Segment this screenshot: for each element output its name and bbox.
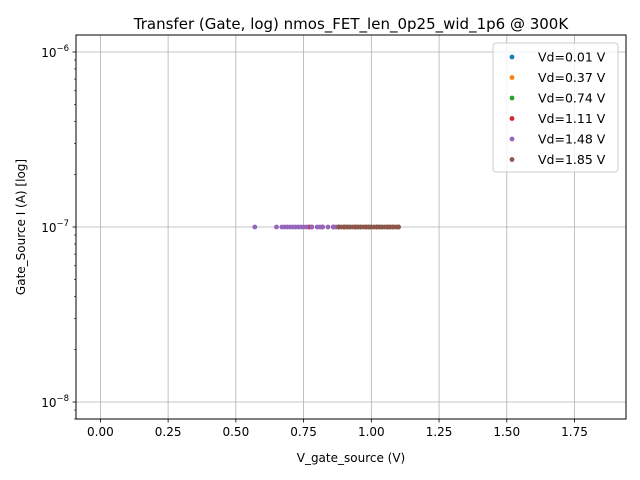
- legend-marker: [509, 157, 515, 162]
- data-point: [396, 224, 401, 230]
- legend-marker: [509, 116, 515, 121]
- data-point: [303, 224, 309, 230]
- legend-box: [492, 42, 619, 173]
- x-tick-label: 1.25: [426, 425, 453, 439]
- legend-label: Vd=1.85 V: [538, 152, 606, 167]
- legend-label: Vd=1.11 V: [538, 111, 606, 126]
- legend-label: Vd=1.48 V: [538, 132, 606, 147]
- y-axis-label: Gate_Source I (A) [log]: [14, 159, 28, 295]
- data-points: [252, 224, 401, 230]
- x-tick-label: 0.25: [155, 425, 182, 439]
- x-tick-label: 0.75: [290, 425, 317, 439]
- data-point: [325, 224, 331, 230]
- x-tick-label: 0.00: [87, 425, 114, 439]
- legend-marker: [509, 95, 515, 101]
- data-point: [309, 224, 315, 230]
- legend: Vd=0.01 V Vd=0.37 V Vd=0.74 V Vd=1.11 V Vd=1…: [492, 42, 619, 173]
- x-tick-label: 1.50: [493, 425, 520, 439]
- chart-title: Transfer (Gate, log) nmos_FET_len_0p25_w…: [133, 15, 570, 34]
- x-axis-label: V_gate_source (V): [297, 451, 406, 465]
- data-point: [252, 224, 258, 230]
- y-tick-label: 10−6: [41, 44, 69, 60]
- x-axis-ticks: 0.00 0.25 0.50 0.75 1.00 1.25 1.50 1.75: [87, 419, 588, 439]
- x-tick-label: 0.50: [222, 425, 249, 439]
- legend-label: Vd=0.37 V: [538, 70, 606, 85]
- legend-marker: [509, 75, 515, 80]
- legend-marker: [509, 54, 515, 60]
- y-tick-label: 10−8: [41, 394, 69, 410]
- legend-marker: [509, 136, 515, 142]
- data-point: [320, 224, 325, 230]
- legend-label: Vd=0.74 V: [538, 91, 606, 106]
- y-tick-label: 10−7: [41, 219, 69, 235]
- x-tick-label: 1.00: [358, 425, 385, 439]
- y-axis-ticks: 10−8 10−7 10−6: [41, 44, 76, 420]
- data-point: [274, 224, 279, 230]
- x-tick-label: 1.75: [561, 425, 588, 439]
- legend-label: Vd=0.01 V: [538, 50, 606, 65]
